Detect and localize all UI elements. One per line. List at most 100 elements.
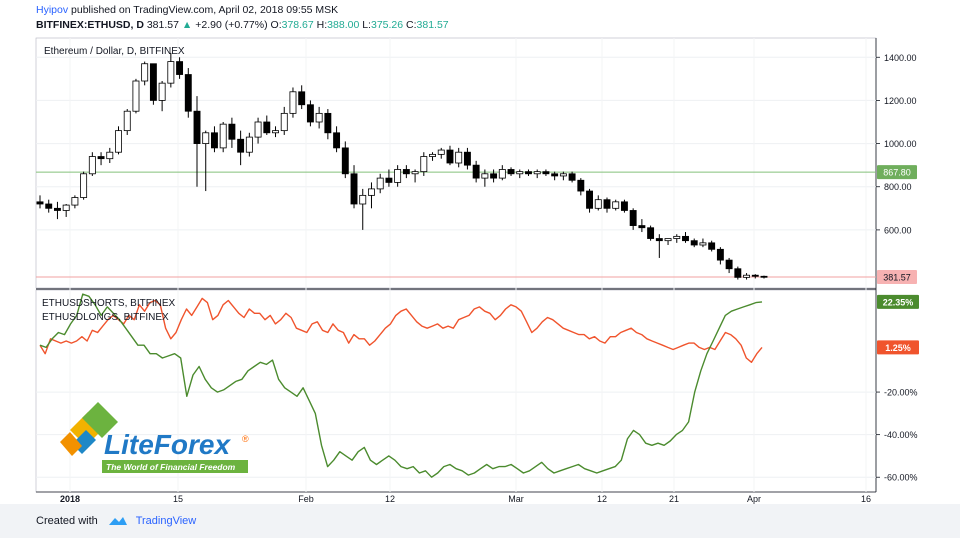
candle-body — [516, 171, 524, 175]
candle-body — [525, 171, 532, 175]
candle-body — [306, 104, 314, 123]
price-axis[interactable]: 1400.00 1200.00 1000.00 800.00 600.00 — [876, 53, 917, 236]
price-badge-label: 867.80 — [883, 168, 911, 178]
price-tick-label: 1400.00 — [884, 53, 917, 63]
candle-body — [655, 238, 663, 242]
price-badge — [877, 270, 917, 285]
symbol-name: BITFINEX:ETHUSD, D — [36, 19, 144, 31]
low-label: L: — [362, 19, 371, 31]
candle-body — [716, 248, 724, 261]
price-badge — [877, 165, 917, 180]
up-arrow-icon: ▲ — [181, 19, 193, 31]
high-label: H: — [316, 19, 328, 31]
indicator-axis[interactable]: -20.00% -40.00% -60.00% — [876, 388, 918, 483]
symbol-line: BITFINEX:ETHUSD, D 381.57 ▲ +2.90 (+0.77… — [36, 19, 449, 31]
price-tick-label: 1200.00 — [884, 96, 917, 106]
low-value: 375.26 — [370, 19, 404, 31]
candle-body — [481, 173, 489, 179]
close-label: C: — [406, 19, 417, 31]
candle-body — [237, 138, 245, 153]
candle-body — [324, 112, 332, 134]
candle-body — [333, 132, 341, 149]
candle-body — [699, 242, 707, 246]
candle-body — [490, 173, 498, 179]
candle-body — [272, 130, 279, 134]
open-value: 378.67 — [281, 19, 314, 31]
candle-body — [176, 61, 184, 75]
candle-body — [620, 201, 628, 211]
candle-body — [664, 238, 672, 242]
candle-body — [106, 151, 114, 160]
indicator-tick-label: -60.00% — [884, 473, 918, 483]
time-tick-label: Mar — [508, 494, 524, 504]
candle-body — [97, 156, 105, 160]
candle-body — [690, 240, 698, 246]
price-change: +2.90 (+0.77%) — [195, 19, 268, 31]
candle-body — [568, 173, 576, 181]
candle-body — [411, 171, 419, 175]
created-with-label: Created with — [36, 515, 98, 527]
candle-body — [141, 63, 149, 82]
footer-bar — [0, 504, 960, 538]
candle-body — [385, 177, 393, 183]
author-link[interactable]: Hyipov — [36, 4, 69, 16]
candle-body — [559, 173, 567, 177]
candle-body — [507, 169, 515, 175]
shorts-badge — [877, 340, 919, 355]
indicator-lines — [39, 293, 763, 478]
candle-body — [254, 121, 262, 138]
published-text: published on TradingView.com, April 02, … — [71, 4, 339, 16]
tradingview-link[interactable]: TradingView — [135, 515, 197, 527]
time-tick-label: 12 — [385, 494, 395, 504]
time-axis[interactable]: 2018 15 Feb 12 Mar 12 21 Apr 16 — [60, 494, 871, 504]
candle-body — [53, 207, 61, 211]
candle-body — [88, 156, 96, 175]
candle-body — [80, 173, 88, 198]
tradingview-cloud-icon — [108, 517, 127, 526]
liteforex-logo: LiteForex ® The World of Financial Freed… — [60, 402, 249, 473]
candle-body — [629, 210, 637, 226]
created-with: Created with TradingView — [36, 515, 196, 527]
candle-body — [402, 169, 410, 175]
candle-body — [45, 203, 53, 209]
longs-badge-label: 22.35% — [883, 297, 914, 307]
last-price: 381.57 — [146, 19, 179, 31]
candle-body — [498, 169, 506, 179]
logo-tagline-bar — [102, 460, 248, 473]
candle-body — [743, 274, 751, 278]
candle-body — [760, 275, 768, 278]
candle-body — [437, 149, 445, 155]
high-value: 388.00 — [327, 19, 360, 31]
candle-body — [289, 91, 297, 114]
candle-body — [577, 179, 585, 192]
axis-badges: 867.80 381.57 22.35% 1.25% — [877, 165, 919, 355]
time-tick-label: Feb — [298, 494, 314, 504]
candle-body — [359, 194, 367, 205]
chart-title: Ethereum / Dollar, D, BITFINEX — [44, 46, 185, 57]
legend-shorts: ETHUSDSHORTS, BITFINEX — [42, 298, 175, 309]
candle-body — [315, 112, 323, 123]
candle-body — [594, 199, 602, 209]
time-tick-label: Apr — [747, 494, 761, 504]
legend-longs: ETHUSDLONGS, BITFINEX — [42, 312, 169, 323]
candle-body — [682, 235, 689, 242]
candle-body — [123, 110, 131, 132]
indicator-tick-label: -40.00% — [884, 430, 918, 440]
candle-body — [368, 188, 375, 196]
gridlines — [36, 38, 876, 492]
candle-body — [167, 61, 175, 84]
candle-body — [394, 169, 402, 183]
candle-body — [446, 149, 454, 164]
candle-body — [533, 171, 541, 175]
candle-body — [115, 130, 122, 153]
candle-body — [193, 110, 201, 144]
candle-body — [202, 132, 210, 144]
logo-registered: ® — [242, 434, 249, 444]
longs-badge — [877, 294, 919, 309]
candle-body — [420, 156, 428, 173]
price-tick-label: 600.00 — [884, 225, 912, 235]
candle-body — [350, 173, 358, 205]
candle-body — [36, 201, 44, 205]
candle-body — [603, 199, 611, 209]
